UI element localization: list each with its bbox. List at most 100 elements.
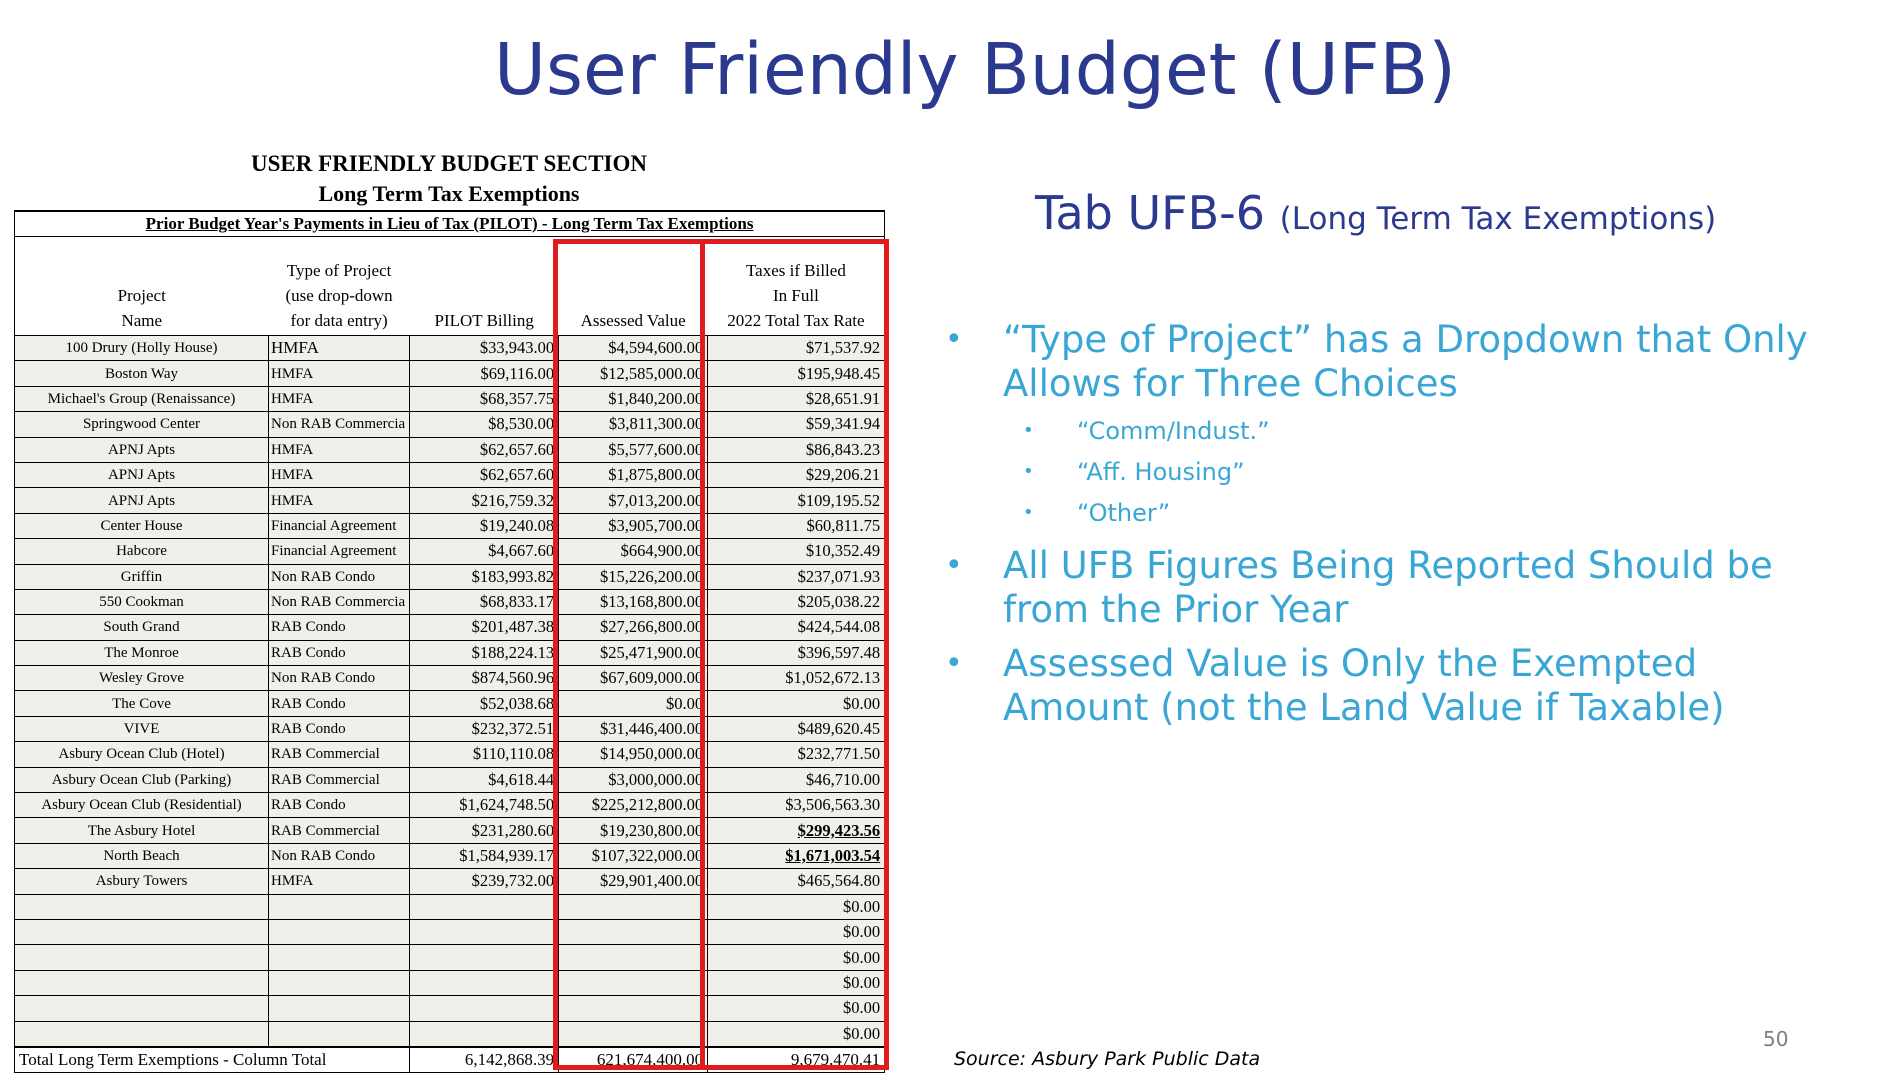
exemptions-table: Prior Budget Year's Payments in Lieu of … [13, 210, 886, 1074]
cell-project-type[interactable]: Financial Agreement [267, 538, 411, 565]
sub-bullet-text: “Aff. Housing” [1077, 458, 1245, 486]
col-header-type-line3: for data entry) [290, 311, 388, 330]
cell-project-type[interactable] [267, 995, 411, 1022]
cell-assessed-value: $27,266,800.00 [558, 614, 709, 641]
cell-pilot-billing [409, 995, 560, 1022]
cell-pilot-billing: $4,618.44 [409, 766, 560, 794]
cell-project-name: Asbury Ocean Club (Hotel) [14, 741, 269, 768]
cell-project-type[interactable]: RAB Commercial [267, 741, 411, 768]
cell-pilot-billing: $62,657.60 [409, 436, 560, 463]
cell-project-type[interactable]: Non RAB Commercia [267, 411, 411, 438]
cell-project-type[interactable]: Non RAB Condo [267, 842, 411, 870]
cell-project-type[interactable]: HMFA [267, 385, 411, 413]
cell-taxes-full: $232,771.50 [707, 741, 886, 768]
table-banner: Prior Budget Year's Payments in Lieu of … [13, 210, 886, 237]
cell-taxes-full: $86,843.23 [707, 436, 886, 463]
cell-taxes-full: $0.00 [707, 1020, 886, 1048]
cell-project-type[interactable]: Financial Agreement [267, 512, 411, 540]
bullet-dot-icon: • [1023, 461, 1034, 482]
cell-assessed-value: $29,901,400.00 [558, 868, 709, 895]
table-row: $0.00 [14, 918, 886, 946]
col-header-project: Project Name [14, 236, 269, 336]
col-header-assessed: Assessed Value [580, 311, 686, 330]
cell-assessed-value: $13,168,800.00 [558, 588, 709, 616]
cell-taxes-full: $195,948.45 [707, 360, 886, 387]
cell-project-name: Michael's Group (Renaissance) [14, 385, 269, 413]
col-header-project-line1: Project [117, 286, 166, 305]
cell-taxes-full: $28,651.91 [707, 385, 886, 413]
cell-project-name: The Monroe [14, 639, 269, 667]
cell-project-type[interactable] [267, 944, 411, 971]
cell-pilot-billing: $188,224.13 [409, 639, 560, 667]
sub-bullet-text: “Other” [1077, 499, 1171, 527]
cell-project-type[interactable]: RAB Commercial [267, 766, 411, 794]
cell-pilot-billing [409, 1020, 560, 1048]
sub-bullet-text: “Comm/Indust.” [1077, 417, 1270, 445]
cell-assessed-value [558, 918, 709, 946]
cell-project-name [14, 918, 269, 946]
total-pilot: 6,142,868.39 [409, 1045, 560, 1074]
cell-project-type[interactable]: HMFA [267, 360, 411, 387]
cell-project-type[interactable]: RAB Condo [267, 614, 411, 641]
cell-taxes-full: $10,352.49 [707, 538, 886, 565]
table-row: The Monroe RAB Condo $188,224.13 $25,471,90… [14, 639, 886, 667]
cell-project-name: North Beach [14, 842, 269, 870]
table-row: North Beach Non RAB Condo $1,584,939.17 $10… [14, 842, 886, 870]
cell-assessed-value: $25,471,900.00 [558, 639, 709, 667]
cell-taxes-full: $0.00 [707, 690, 886, 717]
exemptions-table-container: Prior Budget Year's Payments in Lieu of … [13, 210, 886, 1074]
cell-assessed-value: $0.00 [558, 690, 709, 717]
cell-project-type[interactable]: RAB Condo [267, 639, 411, 667]
cell-taxes-full: $424,544.08 [707, 614, 886, 641]
assessed-value-highlight [553, 239, 705, 1070]
cell-pilot-billing: $201,487.38 [409, 614, 560, 641]
cell-project-type[interactable] [267, 969, 411, 997]
col-header-taxes: Taxes if Billed In Full 2022 Total Tax R… [707, 236, 886, 336]
cell-project-type[interactable]: Non RAB Condo [267, 563, 411, 590]
cell-taxes-full: $29,206.21 [707, 461, 886, 489]
cell-project-type[interactable]: HMFA [267, 334, 411, 362]
cell-project-type[interactable]: Non RAB Commercia [267, 588, 411, 616]
cell-pilot-billing: $232,372.51 [409, 715, 560, 743]
cell-pilot-billing: $1,584,939.17 [409, 842, 560, 870]
cell-assessed-value: $7,013,200.00 [558, 487, 709, 514]
cell-project-type[interactable]: RAB Condo [267, 715, 411, 743]
cell-pilot-billing [409, 944, 560, 971]
cell-taxes-full: $71,537.92 [707, 334, 886, 362]
cell-taxes-full: $299,423.56 [707, 817, 886, 844]
cell-project-type[interactable]: Non RAB Condo [267, 665, 411, 692]
cell-project-type[interactable]: HMFA [267, 868, 411, 895]
cell-assessed-value [558, 1020, 709, 1048]
col-header-type: Type of Project (use drop-down for data … [269, 237, 410, 336]
cell-project-type[interactable] [267, 893, 411, 920]
cell-pilot-billing: $183,993.82 [409, 563, 560, 590]
cell-project-name: South Grand [14, 614, 269, 641]
col-header-type-line2: (use drop-down [285, 286, 393, 305]
bullet-item: • Assessed Value is Only the Exempted Amo… [945, 642, 1845, 730]
cell-pilot-billing: $8,530.00 [409, 411, 560, 438]
cell-project-name [14, 969, 269, 997]
cell-assessed-value: $3,000,000.00 [558, 766, 709, 794]
cell-pilot-billing: $231,280.60 [409, 817, 560, 844]
cell-taxes-full: $0.00 [707, 969, 886, 997]
sub-bullet-item: • “Other” [945, 498, 1845, 528]
cell-project-name: Griffin [14, 563, 269, 590]
cell-project-name: APNJ Apts [14, 436, 269, 463]
cell-project-type[interactable]: RAB Condo [267, 690, 411, 717]
cell-project-type[interactable]: HMFA [267, 436, 411, 463]
sub-bullet-item: • “Comm/Indust.” [945, 416, 1845, 446]
bullet-item: • “Type of Project” has a Dropdown that O… [945, 318, 1845, 406]
cell-project-type[interactable]: HMFA [267, 461, 411, 489]
cell-pilot-billing: $216,759.32 [409, 487, 560, 514]
cell-project-type[interactable]: RAB Commercial [267, 817, 411, 844]
cell-project-type[interactable] [267, 1020, 411, 1048]
cell-assessed-value: $664,900.00 [558, 538, 709, 565]
bullet-dot-icon: • [1023, 502, 1034, 523]
cell-pilot-billing [409, 893, 560, 920]
cell-project-type[interactable] [267, 918, 411, 946]
cell-project-type[interactable]: HMFA [267, 487, 411, 514]
cell-project-type[interactable]: RAB Condo [267, 792, 411, 819]
slide-title: User Friendly Budget (UFB) [494, 28, 1456, 111]
table-row: Asbury Ocean Club (Residential) RAB Condo… [14, 792, 886, 819]
bullet-item: • All UFB Figures Being Reported Should b… [945, 544, 1845, 632]
